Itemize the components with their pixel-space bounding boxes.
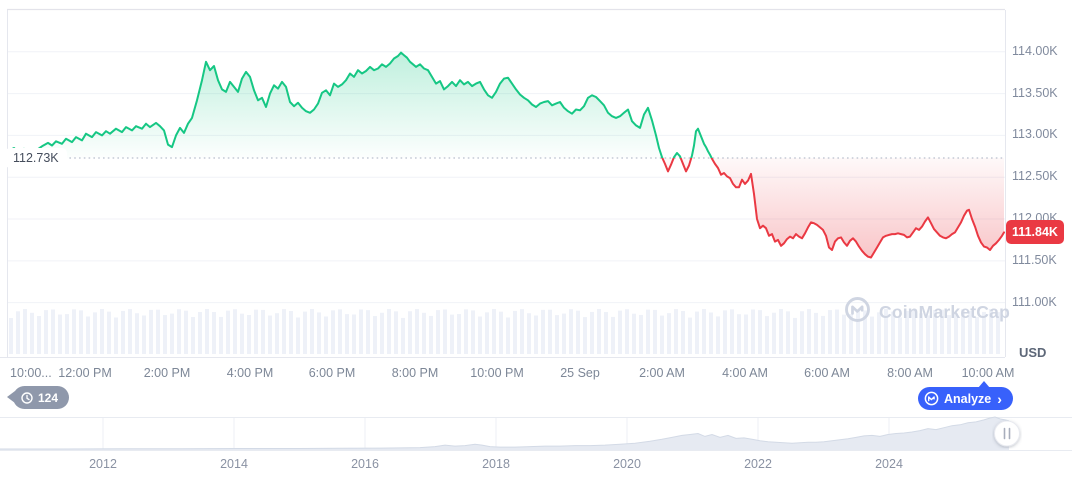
history-clock-icon	[20, 391, 34, 405]
analyze-logo-icon	[924, 391, 939, 406]
watchers-count-badge: 124	[6, 386, 70, 409]
watchers-count: 124	[38, 390, 59, 405]
chevron-right-icon: ›	[997, 390, 1002, 407]
analyze-label: Analyze	[944, 391, 992, 406]
analyze-button[interactable]: Analyze ›	[918, 381, 1013, 410]
navigator-handle[interactable]	[994, 420, 1020, 447]
